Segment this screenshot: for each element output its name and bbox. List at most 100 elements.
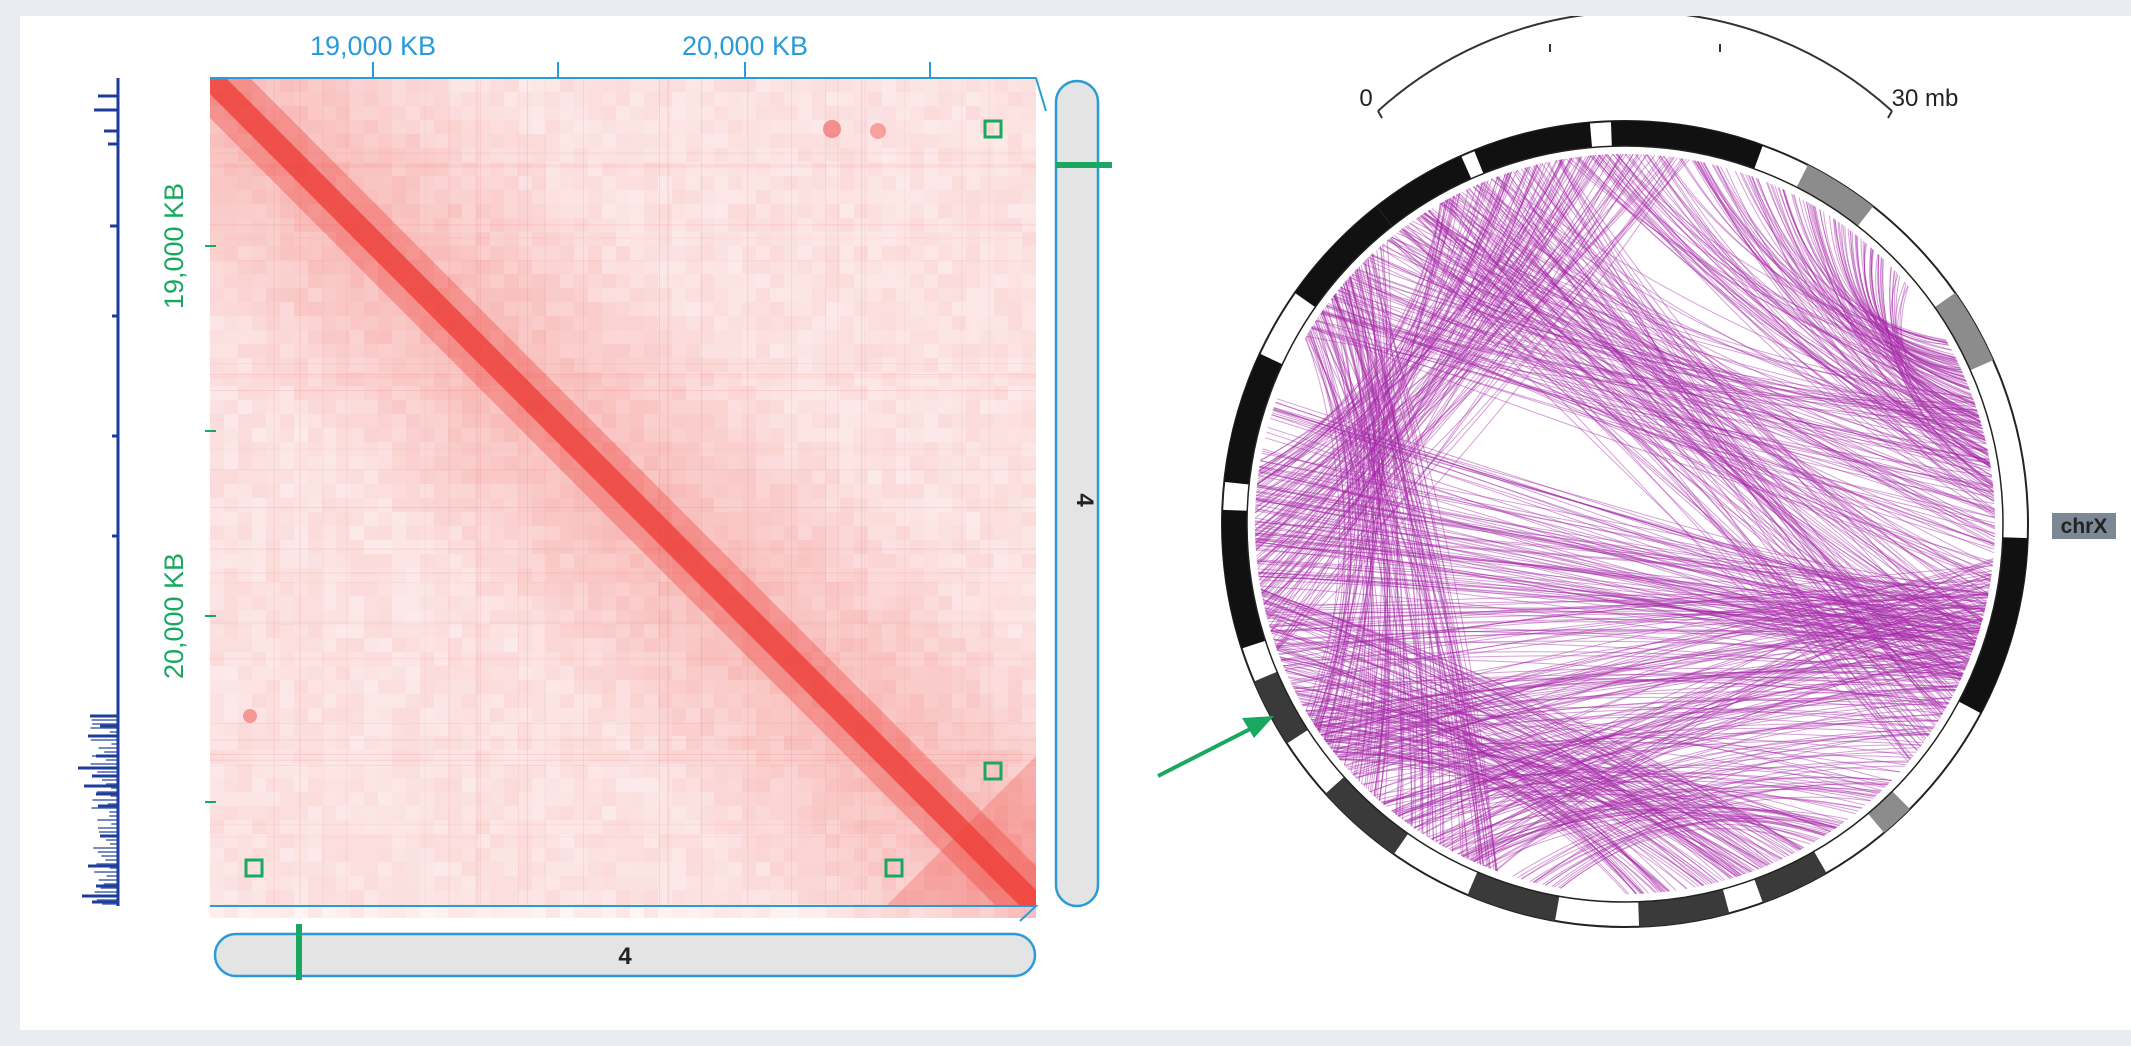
heatmap-cell bbox=[238, 512, 252, 526]
heatmap-cell bbox=[812, 834, 826, 848]
circos-link bbox=[1476, 184, 1986, 441]
heatmap-cell bbox=[462, 568, 476, 582]
heatmap-cell bbox=[210, 554, 224, 568]
heatmap-cell bbox=[518, 120, 532, 134]
heatmap-cell bbox=[350, 274, 364, 288]
circos-link bbox=[1263, 188, 1469, 606]
heatmap-cell bbox=[294, 204, 308, 218]
heatmap-cell bbox=[672, 106, 686, 120]
circos-link bbox=[1351, 273, 1976, 408]
heatmap-cell bbox=[714, 484, 728, 498]
heatmap-cell bbox=[560, 582, 574, 596]
heatmap-cell bbox=[924, 680, 938, 694]
heatmap-cell bbox=[224, 876, 238, 890]
heatmap-cell bbox=[952, 666, 966, 680]
circos-link bbox=[1323, 738, 1669, 892]
circos-link bbox=[1287, 676, 1793, 855]
heatmap-cell bbox=[252, 274, 266, 288]
heatmap-cell bbox=[392, 862, 406, 876]
heatmap-cell bbox=[868, 484, 882, 498]
heatmap-cell bbox=[1022, 792, 1036, 806]
heatmap-cell bbox=[994, 386, 1008, 400]
circos-link bbox=[1316, 585, 1990, 730]
heatmap-cell bbox=[994, 652, 1008, 666]
heatmap-cell bbox=[224, 232, 238, 246]
heatmap-cell bbox=[210, 442, 224, 456]
heatmap-cell bbox=[672, 470, 686, 484]
circos-link bbox=[1274, 641, 1962, 680]
heatmap-cell bbox=[770, 470, 784, 484]
circos-link bbox=[1877, 254, 1979, 415]
heatmap-cell bbox=[882, 596, 896, 610]
heatmap-cell bbox=[532, 680, 546, 694]
heatmap-cell bbox=[658, 414, 672, 428]
heatmap-cell bbox=[826, 750, 840, 764]
circos-link bbox=[1401, 228, 1996, 528]
circos-link bbox=[1302, 704, 1738, 877]
heatmap-cell bbox=[700, 876, 714, 890]
circos-link bbox=[1333, 751, 1746, 875]
heatmap-cell bbox=[420, 330, 434, 344]
heatmap-cell bbox=[210, 218, 224, 232]
heatmap-cell bbox=[532, 176, 546, 190]
heatmap-cell bbox=[924, 414, 938, 428]
heatmap-cell bbox=[602, 820, 616, 834]
heatmap-cell bbox=[280, 204, 294, 218]
heatmap-cell bbox=[882, 778, 896, 792]
heatmap-cell bbox=[574, 778, 588, 792]
heatmap-cell bbox=[336, 890, 350, 904]
heatmap-cell bbox=[630, 134, 644, 148]
heatmap-cell bbox=[714, 274, 728, 288]
heatmap-cell bbox=[798, 792, 812, 806]
heatmap-cell bbox=[490, 582, 504, 596]
heatmap-cell bbox=[756, 246, 770, 260]
heatmap-cell bbox=[910, 680, 924, 694]
heatmap-cell bbox=[448, 764, 462, 778]
heatmap-cell bbox=[602, 218, 616, 232]
heatmap-cell bbox=[280, 78, 294, 92]
heatmap-cell bbox=[378, 358, 392, 372]
heatmap-cell bbox=[588, 78, 602, 92]
heatmap-cell bbox=[938, 218, 952, 232]
heatmap-cell bbox=[1008, 120, 1022, 134]
heatmap-cell bbox=[868, 554, 882, 568]
heatmap-cell bbox=[546, 666, 560, 680]
heatmap-cell bbox=[350, 652, 364, 666]
heatmap-cell bbox=[854, 778, 868, 792]
circos-link bbox=[1597, 154, 1996, 518]
heatmap-cell bbox=[798, 316, 812, 330]
circos-link bbox=[1258, 575, 1975, 645]
heatmap-cell bbox=[350, 442, 364, 456]
heatmap-cell bbox=[378, 120, 392, 134]
heatmap-cell bbox=[854, 134, 868, 148]
heatmap-cell bbox=[392, 876, 406, 890]
heatmap-cell bbox=[294, 414, 308, 428]
heatmap-cell bbox=[686, 134, 700, 148]
heatmap-cell bbox=[840, 582, 854, 596]
heatmap-cell bbox=[280, 652, 294, 666]
heatmap-cell bbox=[504, 302, 518, 316]
heatmap-cell bbox=[378, 624, 392, 638]
heatmap-cell bbox=[994, 92, 1008, 106]
heatmap-cell bbox=[434, 134, 448, 148]
circos-link bbox=[1422, 213, 1951, 701]
heatmap-cell bbox=[462, 400, 476, 414]
heatmap-cell bbox=[616, 736, 630, 750]
heatmap-cell bbox=[938, 316, 952, 330]
heatmap-cell bbox=[252, 246, 266, 260]
heatmap-cell bbox=[294, 708, 308, 722]
circos-inner-outline bbox=[1246, 145, 2004, 903]
heatmap-cell bbox=[868, 624, 882, 638]
heatmap-cell bbox=[644, 456, 658, 470]
circos-link bbox=[1271, 632, 1704, 886]
heatmap-cell bbox=[952, 414, 966, 428]
heatmap-cell bbox=[546, 736, 560, 750]
circos-link bbox=[1316, 258, 1377, 729]
heatmap-cell bbox=[378, 78, 392, 92]
circos-link bbox=[1273, 628, 1976, 642]
heatmap-cell bbox=[882, 470, 896, 484]
heatmap-cell bbox=[462, 596, 476, 610]
circos-link bbox=[1767, 182, 1987, 444]
circos-link bbox=[1305, 335, 1498, 872]
heatmap-cell bbox=[630, 442, 644, 456]
